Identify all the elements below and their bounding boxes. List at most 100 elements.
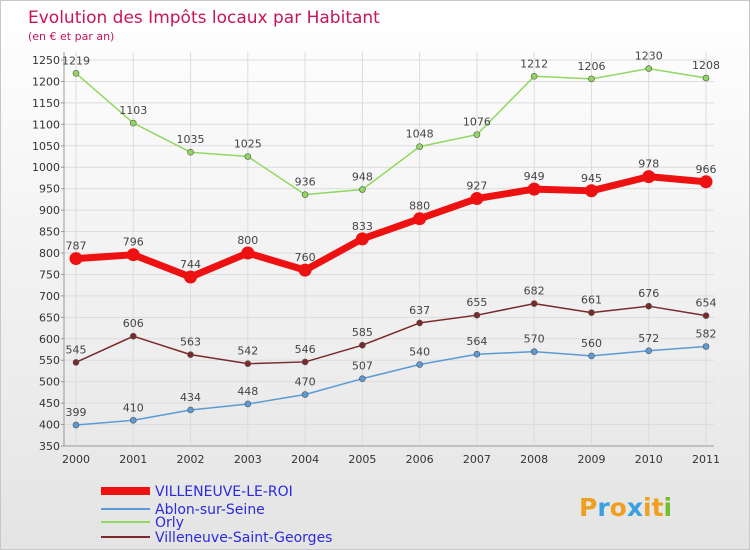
data-label: 1212	[520, 57, 548, 70]
legend-label: Villeneuve-Saint-Georges	[155, 530, 332, 546]
series-line	[72, 173, 710, 281]
data-point	[129, 119, 137, 127]
data-point	[187, 148, 194, 156]
data-label: 760	[295, 251, 316, 264]
y-tick-label: 350	[39, 440, 60, 453]
data-point	[588, 309, 595, 316]
y-tick-label: 400	[39, 419, 60, 432]
data-point	[301, 391, 309, 398]
data-point	[69, 252, 83, 266]
x-tick-label: 2006	[406, 453, 434, 466]
y-tick-label: 650	[39, 311, 60, 324]
x-tick-label: 2008	[520, 453, 548, 466]
data-label: 966	[696, 163, 717, 176]
y-tick-label: 750	[39, 268, 60, 281]
legend: VILLENEUVE-LE-ROI Ablon-sur-SeineOrlyVill…	[101, 484, 332, 546]
x-tick-label: 2000	[62, 453, 90, 466]
data-label: 661	[581, 294, 602, 307]
data-label: 434	[180, 391, 201, 404]
data-label: 572	[638, 332, 659, 345]
data-label: 655	[466, 296, 487, 309]
data-point	[413, 212, 427, 226]
x-tick-label: 2011	[692, 453, 720, 466]
data-label: 582	[696, 327, 717, 340]
y-tick-label: 500	[39, 376, 60, 389]
y-tick-label: 600	[39, 333, 60, 346]
y-tick-label: 1200	[32, 75, 60, 88]
data-label: 542	[237, 345, 258, 358]
data-label: 448	[237, 385, 258, 398]
data-point	[702, 343, 710, 350]
y-tick-label: 1250	[32, 54, 60, 67]
data-label: 880	[409, 200, 430, 213]
data-point	[126, 248, 140, 262]
data-label: 978	[638, 158, 659, 171]
data-label: 1206	[577, 60, 605, 73]
data-label: 606	[123, 317, 144, 330]
y-tick-label: 800	[39, 247, 60, 260]
legend-label: VILLENEUVE-LE-ROI	[155, 484, 293, 500]
data-point	[642, 170, 656, 184]
data-point	[187, 351, 194, 358]
data-label: 1025	[234, 138, 262, 151]
y-tick-label: 550	[39, 354, 60, 367]
data-label: 945	[581, 172, 602, 185]
y-tick-label: 1150	[32, 97, 60, 110]
data-point	[359, 341, 366, 349]
x-tick-label: 2010	[635, 453, 663, 466]
data-label: 470	[295, 376, 316, 389]
legend-label: Ablon-sur-Seine	[155, 502, 265, 518]
data-label: 1048	[406, 128, 434, 141]
data-point	[645, 302, 653, 310]
x-tick-label: 2004	[291, 453, 319, 466]
series-layer	[69, 65, 713, 429]
data-point	[244, 400, 252, 408]
data-label: 563	[180, 336, 201, 349]
data-point	[359, 186, 366, 193]
data-label: 800	[237, 234, 258, 247]
data-point	[530, 300, 538, 307]
data-point	[416, 361, 423, 368]
data-label: 546	[295, 343, 316, 356]
data-point	[416, 143, 423, 150]
series-line	[75, 67, 707, 196]
data-point	[416, 319, 423, 327]
data-point	[645, 347, 653, 355]
data-label: 833	[352, 220, 373, 233]
logo-letter: i	[664, 493, 673, 522]
data-point	[702, 74, 710, 82]
data-point	[359, 375, 366, 382]
logo-letter: x	[627, 493, 643, 522]
y-tick-label: 450	[39, 397, 60, 410]
data-point	[473, 350, 481, 358]
data-point	[702, 312, 710, 319]
data-point	[129, 332, 137, 340]
data-label: 1230	[635, 50, 663, 63]
grid	[64, 52, 714, 447]
data-label: 744	[180, 258, 201, 271]
data-point	[588, 75, 595, 83]
data-point	[527, 182, 541, 196]
logo-letter: t	[652, 493, 664, 522]
data-label: 1219	[62, 54, 90, 67]
data-point	[473, 131, 481, 138]
x-tick-label: 2009	[577, 453, 605, 466]
data-label: 682	[524, 285, 545, 298]
data-label: 545	[66, 343, 87, 356]
logo-letter: o	[610, 493, 627, 522]
data-label: 585	[352, 326, 373, 339]
data-point	[530, 72, 538, 80]
data-point	[72, 69, 80, 77]
data-label: 927	[466, 180, 487, 193]
logo-letter: r	[597, 493, 610, 522]
data-label: 540	[409, 346, 430, 359]
data-label: 399	[66, 406, 87, 419]
proxiti-logo: Proxiti	[579, 493, 672, 522]
data-point	[699, 175, 713, 189]
data-label: 949	[524, 170, 545, 183]
y-tick-label: 700	[39, 290, 60, 303]
x-tick-label: 2002	[177, 453, 205, 466]
y-tick-label: 900	[39, 204, 60, 217]
